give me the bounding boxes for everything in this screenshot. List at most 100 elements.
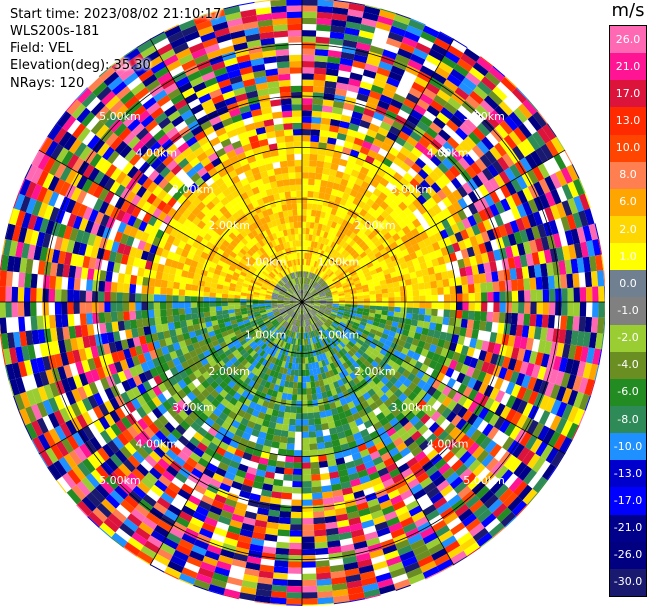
- velocity-gate: [314, 216, 320, 224]
- velocity-gate: [402, 522, 417, 534]
- velocity-gate: [283, 411, 291, 419]
- velocity-gate: [125, 264, 133, 275]
- velocity-gate: [320, 385, 326, 393]
- velocity-gate: [265, 527, 279, 536]
- velocity-gate: [419, 115, 433, 127]
- velocity-gate: [388, 201, 399, 211]
- velocity-gate: [500, 511, 517, 527]
- velocity-gate: [558, 260, 567, 275]
- velocity-gate: [300, 314, 302, 321]
- velocity-gate: [350, 249, 358, 257]
- velocity-gate: [266, 388, 274, 396]
- velocity-gate: [485, 321, 493, 332]
- velocity-gate: [489, 332, 498, 344]
- velocity-gate: [403, 30, 421, 43]
- velocity-gate: [316, 584, 333, 593]
- velocity-gate: [375, 572, 392, 583]
- velocity-gate: [329, 401, 337, 410]
- velocity-gate: [325, 277, 331, 283]
- velocity-gate: [498, 366, 508, 380]
- velocity-gate: [296, 313, 299, 320]
- velocity-gate: [274, 466, 285, 475]
- velocity-gate: [208, 590, 224, 596]
- velocity-gate: [309, 369, 314, 376]
- velocity-gate: [172, 302, 179, 309]
- velocity-gate: [338, 297, 346, 301]
- velocity-gate: [307, 400, 313, 407]
- velocity-gate: [302, 240, 306, 247]
- velocity-gate: [347, 586, 364, 595]
- velocity-gate: [451, 334, 460, 344]
- velocity-gate: [406, 349, 415, 359]
- velocity-gate: [123, 274, 132, 284]
- velocity-gate: [308, 424, 316, 432]
- velocity-gate: [293, 462, 302, 469]
- velocity-gate: [560, 167, 573, 184]
- velocity-gate: [543, 249, 553, 264]
- velocity-gate: [345, 134, 356, 144]
- velocity-gate: [518, 465, 532, 481]
- velocity-gate: [294, 344, 298, 352]
- velocity-gate: [347, 401, 356, 410]
- velocity-gate: [345, 237, 353, 245]
- velocity-gate: [349, 189, 359, 198]
- velocity-gate: [390, 527, 406, 539]
- velocity-gate: [332, 294, 339, 298]
- velocity-gate: [364, 134, 375, 144]
- velocity-gate: [284, 405, 291, 413]
- velocity-gate: [422, 200, 432, 212]
- velocity-gate: [471, 481, 486, 495]
- velocity-gate: [314, 49, 329, 57]
- velocity-gate: [372, 515, 387, 526]
- velocity-gate: [432, 474, 446, 487]
- velocity-gate: [537, 339, 547, 354]
- velocity-gate: [298, 314, 301, 321]
- velocity-gate: [329, 169, 338, 177]
- velocity-gate: [385, 214, 394, 224]
- velocity-gate: [338, 264, 346, 271]
- velocity-gate: [502, 436, 515, 451]
- velocity-gate: [326, 219, 333, 227]
- velocity-gate: [376, 297, 383, 302]
- velocity-gate: [580, 346, 589, 363]
- velocity-gate: [367, 149, 378, 159]
- velocity-gate: [271, 364, 278, 372]
- velocity-gate: [30, 302, 37, 317]
- velocity-gate: [522, 450, 536, 466]
- velocity-gate: [485, 457, 499, 472]
- velocity-gate: [429, 492, 444, 505]
- velocity-gate: [424, 281, 432, 290]
- velocity-gate: [564, 259, 573, 275]
- velocity-gate: [428, 234, 438, 245]
- velocity-gate: [312, 308, 318, 313]
- velocity-gate: [493, 416, 506, 430]
- velocity-gate: [79, 302, 86, 314]
- velocity-gate: [311, 330, 316, 338]
- velocity-gate: [572, 212, 583, 229]
- velocity-gate: [474, 292, 482, 302]
- velocity-gate: [249, 543, 264, 553]
- velocity-gate: [305, 292, 311, 298]
- velocity-gate: [441, 407, 452, 419]
- velocity-gate: [407, 265, 416, 274]
- velocity-gate: [511, 87, 527, 104]
- velocity-gate: [381, 505, 395, 516]
- velocity-gate: [314, 298, 321, 301]
- velocity-gate: [314, 529, 327, 537]
- velocity-gate: [383, 510, 398, 522]
- velocity-gate: [564, 230, 574, 246]
- velocity-gate: [478, 184, 490, 197]
- velocity-gate: [438, 61, 454, 74]
- velocity-gate: [388, 367, 397, 376]
- velocity-gate: [332, 296, 339, 299]
- velocity-gate: [403, 421, 414, 432]
- velocity-gate: [466, 319, 475, 330]
- velocity-gate: [504, 167, 517, 182]
- velocity-gate: [305, 306, 311, 312]
- velocity-gate: [320, 281, 326, 287]
- velocity-gate: [400, 296, 408, 302]
- velocity-gate: [236, 540, 251, 550]
- velocity-gate: [311, 387, 317, 395]
- velocity-gate: [578, 178, 586, 194]
- velocity-gate: [385, 320, 393, 326]
